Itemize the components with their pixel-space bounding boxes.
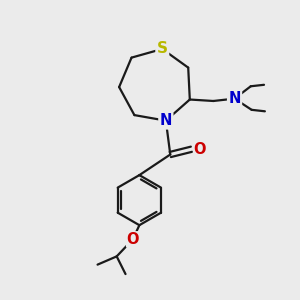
Text: S: S — [157, 41, 168, 56]
Text: N: N — [228, 91, 241, 106]
Text: O: O — [194, 142, 206, 157]
Text: N: N — [160, 113, 172, 128]
Text: O: O — [127, 232, 139, 247]
